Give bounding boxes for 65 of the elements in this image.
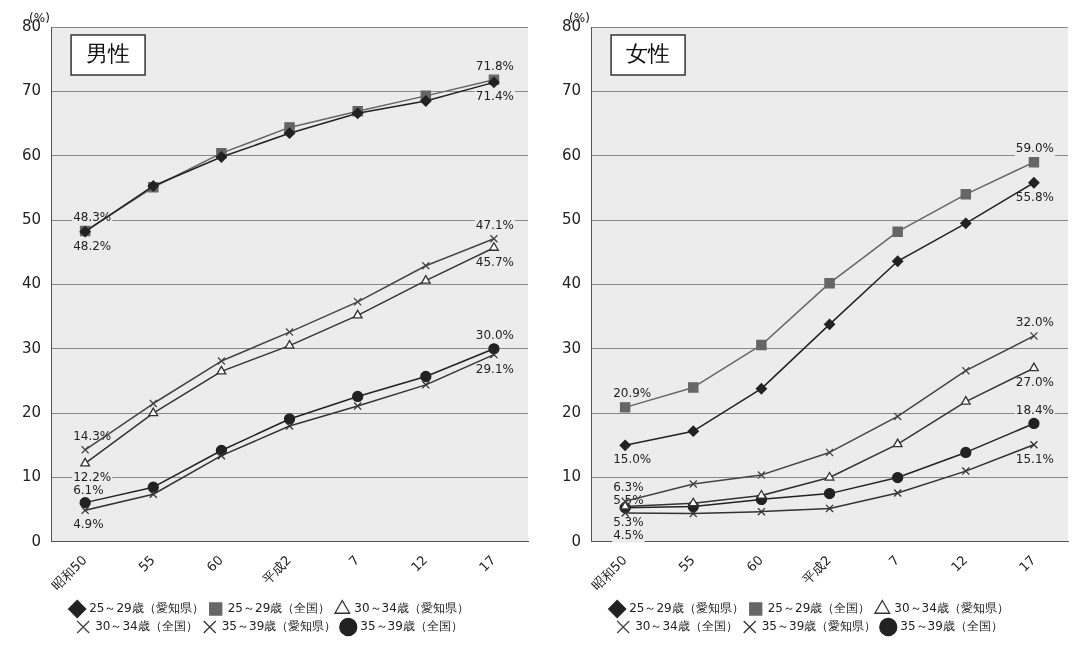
- legend-label: 35～39歳（全国）: [360, 619, 463, 634]
- x-tick-label: 55: [675, 552, 698, 575]
- y-tick-label: 30: [561, 338, 582, 357]
- y-tick-label: 40: [561, 274, 582, 293]
- x-tick-label: 昭和50: [588, 552, 630, 593]
- y-tick-label: 20: [21, 403, 42, 422]
- legend-label: 30～34歳（全国）: [635, 619, 738, 634]
- data-label: 18.4%: [1015, 402, 1054, 417]
- data-label: 4.9%: [73, 517, 104, 532]
- x-tick-label: 平成2: [259, 552, 295, 588]
- legend-label: 35～39歳（全国）: [900, 619, 1003, 634]
- x-tick-label: 7: [345, 552, 363, 569]
- legend-label: 30～34歳（愛知県）: [354, 601, 469, 616]
- legend-label: 25～29歳（全国）: [227, 601, 331, 616]
- data-label: 45.7%: [475, 254, 514, 269]
- x-tick-label: 7: [885, 552, 903, 569]
- legend-label: 35～39歳（愛知県）: [221, 619, 337, 634]
- data-label: 32.0%: [1015, 315, 1054, 330]
- y-tick-label: 40: [21, 274, 42, 293]
- y-tick-label: 30: [21, 338, 42, 357]
- data-label: 29.1%: [475, 361, 514, 376]
- data-label: 6.3%: [613, 480, 644, 495]
- data-label: 15.1%: [1015, 451, 1054, 466]
- legend-label: 25～29歳（全国）: [767, 601, 871, 616]
- y-tick-label: 50: [561, 209, 582, 228]
- data-label: 59.0%: [1015, 141, 1054, 156]
- data-label: 48.2%: [73, 238, 112, 253]
- y-tick-label: 50: [21, 209, 42, 228]
- x-tick-label: 12: [408, 552, 431, 575]
- y-tick-label: 0: [571, 531, 582, 550]
- data-label: 55.8%: [1015, 189, 1054, 204]
- x-tick-label: 昭和50: [48, 552, 90, 593]
- data-label: 30.0%: [475, 327, 514, 342]
- y-tick-label: 60: [21, 145, 42, 164]
- x-tick-label: 17: [1016, 552, 1039, 575]
- y-tick-label: 60: [561, 145, 582, 164]
- x-tick-label: 60: [203, 552, 226, 575]
- legend-label: 35～39歳（愛知県）: [761, 619, 877, 634]
- x-tick-label: 60: [743, 552, 766, 575]
- data-label: 15.0%: [613, 452, 652, 467]
- data-label: 4.5%: [613, 527, 644, 542]
- legend-label: 25～29歳（愛知県）: [629, 601, 744, 616]
- data-label: 71.4%: [475, 89, 514, 104]
- data-label: 20.9%: [613, 386, 652, 401]
- text: 女性: [626, 40, 671, 66]
- x-tick-label: 12: [948, 552, 971, 575]
- y-tick-label: 10: [21, 467, 42, 486]
- x-tick-label: 55: [135, 552, 158, 575]
- data-label: 47.1%: [475, 217, 514, 232]
- data-label: 5.3%: [613, 514, 644, 529]
- data-label: 71.8%: [475, 58, 514, 73]
- legend-label: 30～34歳（全国）: [95, 619, 198, 634]
- text: 男性: [86, 40, 131, 66]
- x-tick-label: 平成2: [799, 552, 835, 588]
- y-tick-label: 70: [21, 81, 42, 100]
- legend-label: 25～29歳（愛知県）: [89, 601, 204, 616]
- x-tick-label: 17: [476, 552, 499, 575]
- y-tick-label: 10: [561, 467, 582, 486]
- data-label: 6.1%: [73, 483, 104, 498]
- y-tick-label: 0: [31, 531, 42, 550]
- y-tick-label: 70: [561, 81, 582, 100]
- legend-label: 30～34歳（愛知県）: [894, 601, 1009, 616]
- y-tick-label: 20: [561, 403, 582, 422]
- data-label: 27.0%: [1015, 375, 1054, 390]
- data-label: 12.2%: [73, 470, 112, 485]
